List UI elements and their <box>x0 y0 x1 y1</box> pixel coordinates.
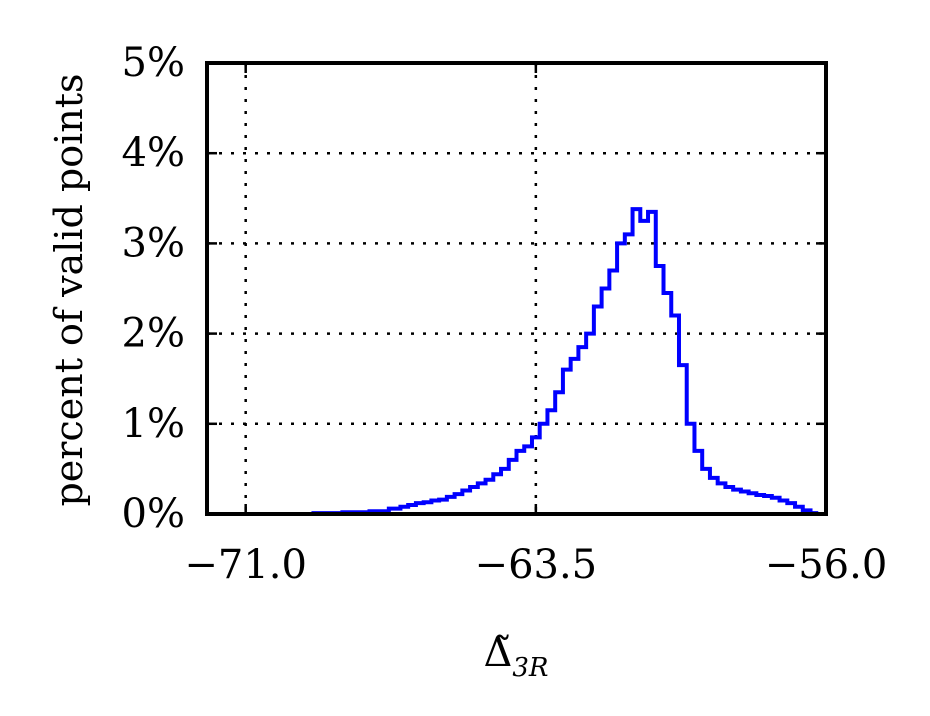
tick-marks <box>207 61 828 516</box>
y-tick-label: 0% <box>122 491 185 537</box>
y-tick-label: 3% <box>122 220 185 266</box>
x-tick-label: −71.0 <box>184 542 307 588</box>
y-tick-labels: 0% 1% 2% 3% 4% 5% <box>122 40 185 537</box>
grid-lines <box>207 63 828 514</box>
x-tick-labels: −71.0 −63.5 −56.0 <box>184 542 887 588</box>
y-tick-label: 1% <box>122 401 185 447</box>
x-axis-title-subscript: 3R <box>512 653 548 683</box>
plot-frame <box>205 61 828 516</box>
y-tick-label: 4% <box>122 130 185 176</box>
x-axis-title-symbol: Δ̃ <box>483 630 512 676</box>
y-tick-label: 2% <box>122 311 185 357</box>
series-layer <box>311 207 819 516</box>
x-tick-label: −56.0 <box>765 542 888 588</box>
histogram-step-line <box>311 207 819 516</box>
x-axis-title: Δ̃3R <box>483 630 548 683</box>
y-tick-label: 5% <box>122 40 185 86</box>
x-tick-label: −63.5 <box>475 542 598 588</box>
y-axis-title: percent of valid points <box>47 73 91 506</box>
